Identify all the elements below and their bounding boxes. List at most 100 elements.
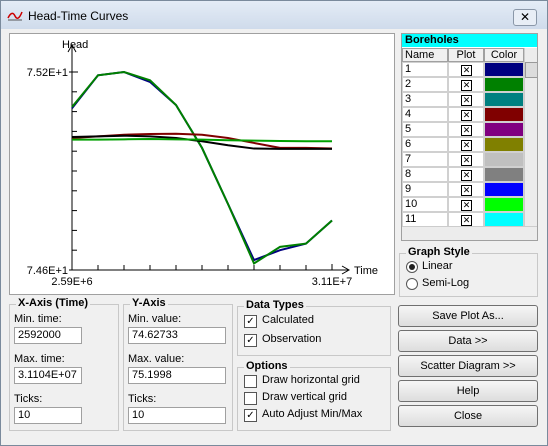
- plot-checkbox[interactable]: ✕: [461, 170, 472, 181]
- plot-cell: ✕: [448, 62, 484, 77]
- button[interactable]: Help: [398, 380, 538, 402]
- data-line: [71, 70, 333, 265]
- group-title: Data Types: [244, 299, 306, 311]
- group-title: Options: [244, 360, 290, 372]
- checkbox-label: Observation: [262, 333, 322, 345]
- color-swatch: [484, 197, 524, 212]
- borehole-name[interactable]: 8: [402, 167, 448, 182]
- options-group: Options Draw horizontal grid Draw vertical…: [237, 360, 391, 431]
- app-icon: [7, 11, 23, 21]
- checkbox[interactable]: ✓: [244, 334, 257, 347]
- h-scrollbar[interactable]: [402, 226, 537, 240]
- plot-checkbox[interactable]: ✕: [461, 65, 472, 76]
- y-axis-label: Head: [62, 39, 88, 51]
- plot-cell: ✕: [448, 77, 484, 92]
- y-tick-label: 7.46E+1: [27, 265, 68, 277]
- plot-cell: ✕: [448, 122, 484, 137]
- text-field[interactable]: 2592000: [14, 327, 82, 344]
- text-field[interactable]: 10: [14, 407, 82, 424]
- column-header: Plot: [448, 48, 484, 62]
- x-axis-arrow: [341, 265, 351, 275]
- x-tick-label: 3.11E+7: [312, 276, 352, 288]
- checkbox-label: Draw horizontal grid: [262, 374, 360, 386]
- group-title: Graph Style: [406, 246, 472, 258]
- plot-checkbox[interactable]: ✕: [461, 215, 472, 226]
- field-label: Min. value:: [128, 313, 182, 325]
- text-field[interactable]: 3.1104E+07: [14, 367, 82, 384]
- button[interactable]: Close: [398, 405, 538, 427]
- plot-cell: ✕: [448, 197, 484, 212]
- boreholes-table: Boreholes Name Plot Color 1 ✕ 2 ✕ 3 ✕ 4 ✕ 5 ✕ 6 ✕ 7 ✕ 8 ✕ 9 ✕…: [401, 33, 538, 241]
- color-swatch: [484, 152, 524, 167]
- radio-button[interactable]: [406, 261, 418, 273]
- plot-checkbox[interactable]: ✕: [461, 155, 472, 166]
- plot-checkbox[interactable]: ✕: [461, 140, 472, 151]
- group-title: Y-Axis: [130, 297, 168, 309]
- radio-button[interactable]: [406, 278, 418, 290]
- plot-checkbox[interactable]: ✕: [461, 200, 472, 211]
- plot-checkbox[interactable]: ✕: [461, 125, 472, 136]
- color-swatch: [484, 212, 524, 227]
- text-field[interactable]: 74.62733: [128, 327, 226, 344]
- checkbox-label: Draw vertical grid: [262, 391, 347, 403]
- borehole-name[interactable]: 5: [402, 122, 448, 137]
- plot-cell: ✕: [448, 92, 484, 107]
- title-bar: Head-Time Curves ✕: [1, 1, 547, 29]
- button[interactable]: Scatter Diagram >>: [398, 355, 538, 377]
- group-title: X-Axis (Time): [16, 297, 91, 309]
- button[interactable]: Data >>: [398, 330, 538, 352]
- button[interactable]: Save Plot As...: [398, 305, 538, 327]
- text-field[interactable]: 75.1998: [128, 367, 226, 384]
- color-swatch: [484, 92, 524, 107]
- borehole-name[interactable]: 9: [402, 182, 448, 197]
- text-field[interactable]: 10: [128, 407, 226, 424]
- borehole-name[interactable]: 6: [402, 137, 448, 152]
- close-button[interactable]: ✕: [513, 9, 537, 26]
- x-tick-label: 2.59E+6: [51, 276, 92, 288]
- column-header: Name: [402, 48, 448, 62]
- field-label: Min. time:: [14, 313, 62, 325]
- borehole-name[interactable]: 4: [402, 107, 448, 122]
- radio-dot: [409, 264, 415, 270]
- field-label: Ticks:: [128, 393, 157, 405]
- x-axis-group: X-Axis (Time) Min. time: 2592000 Max. time:…: [9, 297, 119, 431]
- plot-cell: ✕: [448, 107, 484, 122]
- plot-cell: ✕: [448, 167, 484, 182]
- color-swatch: [484, 107, 524, 122]
- data-line: [72, 137, 332, 143]
- borehole-name[interactable]: 11: [402, 212, 448, 227]
- data-line: [71, 70, 333, 262]
- plot-checkbox[interactable]: ✕: [461, 185, 472, 196]
- y-tick-label: 7.52E+1: [27, 67, 68, 79]
- data-line: [71, 134, 332, 150]
- color-swatch: [484, 182, 524, 197]
- plot-area: Head Time 2.59E+6 3.11E+7 7.46E+1 7.52E+1: [9, 33, 395, 295]
- plot-cell: ✕: [448, 152, 484, 167]
- color-swatch: [484, 122, 524, 137]
- graph-style-group: Graph Style Linear Semi-Log: [399, 246, 538, 297]
- y-axis-group: Y-Axis Min. value: 74.62733 Max. value: 75.1…: [123, 297, 233, 431]
- plot-checkbox[interactable]: ✕: [461, 80, 472, 91]
- plot-checkbox[interactable]: ✕: [461, 110, 472, 121]
- scrollbar[interactable]: [524, 48, 537, 226]
- checkbox[interactable]: ✓: [244, 315, 257, 328]
- borehole-name[interactable]: 10: [402, 197, 448, 212]
- borehole-name[interactable]: 2: [402, 77, 448, 92]
- borehole-name[interactable]: 7: [402, 152, 448, 167]
- checkbox[interactable]: [244, 392, 257, 405]
- scroll-thumb[interactable]: [525, 62, 537, 78]
- window-title: Head-Time Curves: [28, 9, 129, 23]
- borehole-name[interactable]: 3: [402, 92, 448, 107]
- x-axis-label: Time: [354, 265, 378, 277]
- color-swatch: [484, 62, 524, 77]
- borehole-name[interactable]: 1: [402, 62, 448, 77]
- plot-cell: ✕: [448, 182, 484, 197]
- plot-cell: ✕: [448, 137, 484, 152]
- field-label: Max. value:: [128, 353, 185, 365]
- plot-checkbox[interactable]: ✕: [461, 95, 472, 106]
- checkbox[interactable]: ✓: [244, 409, 257, 422]
- checkbox[interactable]: [244, 375, 257, 388]
- boreholes-title: Boreholes: [402, 34, 537, 47]
- radio-label: Linear: [422, 260, 453, 272]
- data-types-group: Data Types ✓ Calculated ✓ Observation: [237, 299, 391, 356]
